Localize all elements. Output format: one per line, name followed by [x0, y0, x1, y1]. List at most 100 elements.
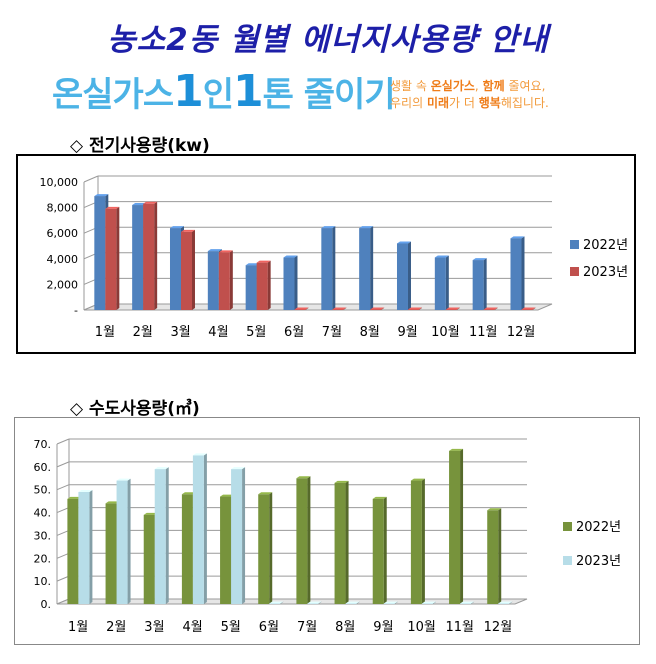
bar-side	[460, 448, 464, 604]
x-tick-label: 4월	[208, 325, 228, 340]
bar	[269, 603, 281, 604]
bar	[116, 480, 128, 604]
bar-top	[181, 492, 196, 495]
y-tick-label: 10.	[34, 575, 52, 588]
bar-side	[89, 490, 93, 604]
bar-top	[421, 601, 436, 604]
bar-top	[510, 236, 525, 239]
bar	[143, 514, 155, 604]
water-section-title: ◇ 수도사용량(㎥)	[70, 399, 200, 419]
bar	[294, 309, 306, 310]
bar	[372, 498, 384, 604]
x-tick-label: 11월	[445, 620, 474, 635]
bar-top	[67, 496, 82, 499]
bar-top	[269, 601, 284, 604]
bar-top	[256, 260, 271, 263]
x-tick-label: 7월	[297, 620, 317, 635]
bar	[321, 228, 333, 310]
bar-top	[472, 258, 487, 261]
bar-side	[280, 601, 284, 604]
x-tick-label: 10월	[407, 620, 436, 635]
bar	[370, 309, 382, 310]
bar	[487, 510, 499, 604]
bar	[407, 309, 419, 310]
x-tick-label: 4월	[182, 620, 202, 635]
bar-top	[154, 467, 169, 470]
bar	[181, 494, 193, 604]
bar	[94, 196, 106, 310]
legend-label: 2023년	[576, 554, 621, 569]
bar	[498, 603, 510, 604]
bar-side	[305, 307, 309, 310]
bar-side	[383, 496, 387, 604]
bar-side	[432, 601, 436, 604]
y-tick-label: 40.	[34, 507, 52, 520]
bar-top	[105, 206, 120, 209]
water-chart: 0. 10. 20. 30. 40. 50. 60. 70. 1월 2월 3월 4월 5월 6월 7월 8월 9…	[34, 438, 622, 635]
bar-side	[165, 467, 169, 604]
slogan-text: 가 더	[449, 96, 479, 110]
x-tick-label: 8월	[335, 620, 355, 635]
bar-side	[445, 255, 449, 310]
bar-side	[307, 476, 311, 604]
slogan-emphasis: 행복	[478, 96, 501, 110]
bar-top	[143, 201, 158, 204]
slogan-text: ,	[474, 79, 483, 93]
bar	[192, 455, 204, 604]
bar	[67, 498, 79, 604]
bar	[258, 494, 270, 604]
slogan-line-1: 생활 속 온실가스, 함께 줄여요,	[390, 78, 549, 95]
bar-side	[154, 201, 158, 310]
gridline-diagonal	[56, 484, 70, 491]
bar	[105, 208, 117, 310]
bar-side	[269, 492, 273, 604]
campaign-mid: 인	[202, 75, 234, 115]
bar-side	[532, 307, 536, 310]
water-chart-frame: 0. 10. 20. 30. 40. 50. 60. 70. 1월 2월 3월 4월 5월 6월 7월 8월 9…	[14, 417, 640, 645]
bar-top	[345, 601, 360, 604]
bar-top	[296, 476, 311, 479]
bar	[359, 228, 371, 310]
x-tick-label: 3월	[170, 325, 190, 340]
bar	[169, 228, 181, 310]
gridline-diagonal	[83, 175, 99, 183]
bar-top	[372, 496, 387, 499]
slogan-text: 줄여요,	[504, 79, 546, 93]
bar	[434, 257, 446, 310]
y-tick-label: 4,000	[47, 253, 79, 266]
bar-top	[218, 250, 233, 253]
gridline-diagonal	[56, 552, 70, 559]
slogan-text: 우리의	[390, 96, 427, 110]
campaign-suffix: 톤 줄이기	[262, 75, 396, 115]
electricity-section-title: ◇ 전기사용량(kw)	[70, 136, 210, 156]
bar	[449, 450, 461, 604]
x-tick-label: 3월	[144, 620, 164, 635]
bar-side	[483, 258, 487, 310]
y-tick-label: 50.	[34, 484, 52, 497]
bar-side	[421, 478, 425, 604]
slogan-text: 해집니다.	[500, 96, 549, 110]
bar-top	[307, 601, 322, 604]
bar	[132, 205, 144, 310]
bar-side	[267, 260, 271, 310]
x-tick-label: 2월	[106, 620, 126, 635]
bar	[460, 603, 472, 604]
x-tick-label: 1월	[68, 620, 88, 635]
bar-side	[116, 206, 120, 310]
bar-side	[203, 453, 207, 604]
bar	[296, 478, 308, 604]
page-title: 농소2동 월별 에너지사용량 안내	[107, 22, 549, 58]
legend-swatch	[563, 556, 572, 565]
bar-top	[396, 241, 411, 244]
bar	[256, 262, 268, 310]
slogan-line-2: 우리의 미래가 더 행복해집니다.	[390, 95, 549, 112]
legend-label: 2022년	[583, 238, 628, 253]
x-tick-label: 12월	[507, 325, 536, 340]
bar-top	[370, 307, 385, 310]
gridline-diagonal	[56, 507, 70, 514]
bar	[472, 260, 484, 310]
bar-top	[445, 307, 460, 310]
bar	[445, 309, 457, 310]
bar	[307, 603, 319, 604]
bar	[283, 257, 295, 310]
